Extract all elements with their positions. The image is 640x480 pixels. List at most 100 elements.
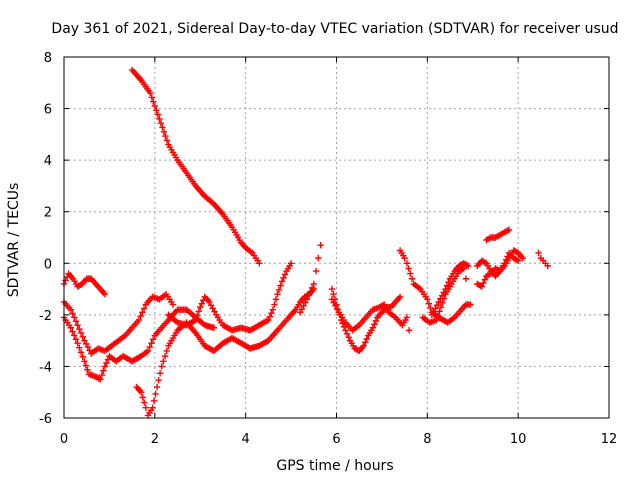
data-point	[98, 371, 106, 379]
x-tick-label: 12	[601, 432, 618, 447]
data-point	[139, 309, 146, 316]
data-point	[396, 293, 404, 301]
satellite-track-15	[483, 226, 513, 244]
data-point	[369, 324, 377, 331]
data-point	[405, 327, 413, 334]
x-tick-label: 6	[332, 432, 340, 447]
data-point	[209, 305, 216, 312]
data-point	[298, 305, 306, 313]
data-point	[308, 284, 316, 291]
data-point	[135, 316, 143, 324]
data-point	[439, 299, 446, 307]
data-point	[157, 119, 165, 127]
data-point	[197, 303, 204, 311]
data-point	[433, 316, 440, 324]
data-point	[430, 308, 437, 315]
y-tick-label: 8	[44, 51, 52, 66]
data-point	[345, 334, 352, 341]
data-point	[333, 305, 341, 313]
data-point	[69, 310, 76, 317]
data-point	[432, 305, 439, 312]
data-point	[330, 299, 337, 306]
data-point	[363, 335, 370, 343]
data-point	[480, 279, 487, 287]
y-tick-label: -4	[39, 360, 52, 375]
data-point	[435, 298, 442, 306]
data-point	[148, 94, 156, 101]
data-point	[154, 111, 162, 118]
data-point	[280, 274, 287, 282]
data-point	[332, 302, 339, 310]
data-point	[328, 296, 336, 303]
data-point	[278, 278, 286, 285]
x-tick-label: 0	[60, 432, 68, 447]
data-point	[82, 340, 90, 348]
data-point	[434, 312, 442, 319]
satellite-track-7	[296, 242, 324, 316]
data-point	[462, 275, 470, 282]
satellite-track-14	[474, 249, 522, 280]
data-point	[144, 347, 152, 355]
data-point	[138, 389, 145, 396]
data-point	[103, 359, 110, 367]
y-tick-label: 6	[44, 103, 52, 118]
data-point	[256, 260, 263, 267]
data-point	[74, 321, 81, 329]
data-point	[438, 292, 446, 299]
data-point	[330, 291, 337, 298]
data-point	[342, 327, 349, 334]
data-point	[100, 367, 107, 374]
y-tick-label: 0	[44, 257, 52, 272]
data-point	[300, 302, 307, 310]
data-point	[265, 316, 272, 324]
x-tick-label: 10	[510, 432, 527, 447]
data-point	[401, 254, 408, 262]
data-point	[77, 349, 85, 356]
data-point	[424, 296, 431, 303]
data-point	[514, 257, 522, 264]
satellite-track-2	[60, 270, 109, 298]
data-point	[272, 296, 280, 303]
data-point	[403, 260, 411, 267]
x-axis-label: GPS time / hours	[276, 458, 393, 474]
data-point	[437, 303, 445, 311]
data-point	[502, 256, 510, 264]
data-point	[302, 299, 309, 306]
data-point	[84, 366, 91, 374]
data-point	[408, 275, 416, 282]
data-point	[442, 285, 449, 293]
data-point	[77, 329, 85, 337]
data-point	[339, 320, 346, 327]
data-point	[160, 358, 167, 365]
x-tick-label: 4	[242, 432, 250, 447]
data-point	[140, 305, 148, 312]
data-point	[371, 321, 378, 328]
data-point	[275, 286, 283, 294]
data-point	[192, 316, 199, 324]
data-point	[163, 137, 171, 144]
data-point	[296, 309, 304, 316]
data-point	[403, 314, 411, 321]
data-point	[303, 296, 311, 303]
data-point	[443, 282, 451, 289]
data-point	[362, 339, 369, 346]
data-point	[310, 280, 317, 288]
data-point	[328, 285, 336, 293]
y-axis-label: SDTVAR / TECUs	[6, 183, 22, 298]
data-point	[478, 283, 486, 290]
satellite-track-16	[535, 249, 551, 270]
data-point	[194, 312, 201, 319]
grid	[64, 57, 609, 418]
data-point	[162, 132, 169, 140]
data-point	[146, 343, 153, 351]
data-point	[343, 330, 351, 337]
data-point	[317, 242, 324, 249]
data-point	[535, 249, 542, 257]
x-tick-label: 8	[423, 432, 431, 447]
data-point	[62, 277, 69, 284]
data-point	[101, 363, 109, 370]
satellite-track-11	[419, 265, 470, 326]
data-point	[101, 291, 109, 298]
data-point	[428, 311, 436, 319]
